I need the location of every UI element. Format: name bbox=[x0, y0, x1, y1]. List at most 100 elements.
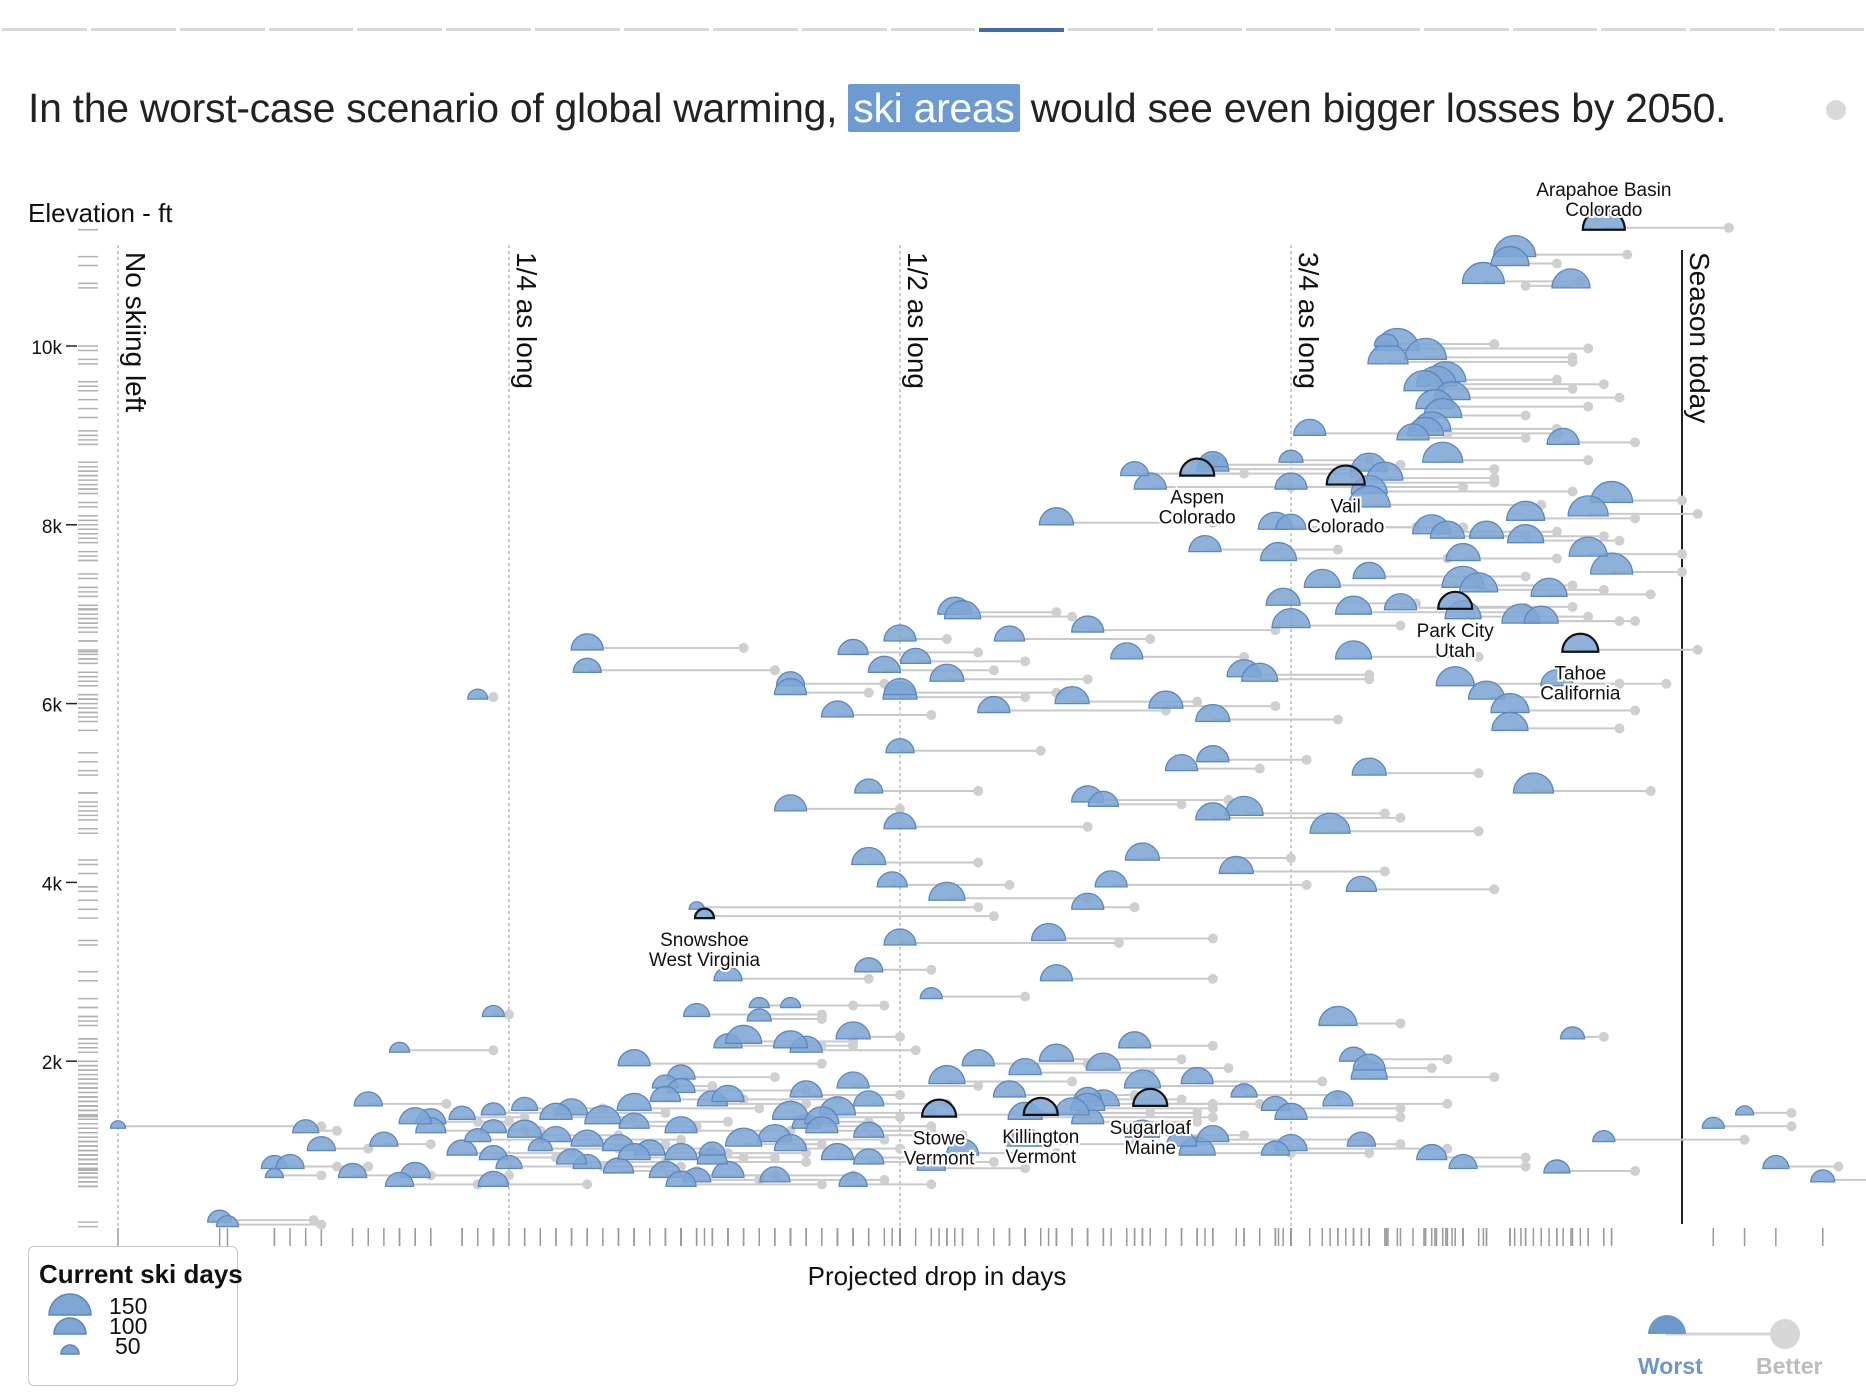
resort-bubble bbox=[1054, 685, 1090, 705]
resort-better-dot bbox=[1583, 455, 1594, 466]
resort-bubble bbox=[919, 987, 943, 1000]
resort-better-dot bbox=[1067, 1076, 1078, 1087]
progress-step[interactable] bbox=[1512, 28, 1598, 31]
resort-bubble bbox=[555, 1148, 588, 1165]
highlighted-resort-bubble[interactable] bbox=[1132, 1087, 1169, 1107]
progress-step[interactable] bbox=[1690, 28, 1776, 31]
resort-better-dot bbox=[1567, 383, 1578, 394]
resort-state-label: Colorado bbox=[1159, 508, 1236, 529]
highlighted-resort-bubble[interactable] bbox=[1561, 632, 1600, 653]
resort-bubble bbox=[664, 1142, 698, 1161]
resort-better-dot bbox=[941, 634, 952, 645]
progress-step[interactable] bbox=[801, 28, 887, 31]
progress-step[interactable] bbox=[890, 28, 976, 31]
resort-bubble bbox=[495, 1154, 523, 1170]
resort-bubble bbox=[724, 1024, 763, 1044]
resort-better-dot bbox=[1567, 356, 1578, 367]
resort-better-dot bbox=[1379, 866, 1390, 877]
legend-shapes bbox=[48, 1293, 92, 1355]
resort-bubble bbox=[1459, 572, 1499, 593]
resort-bubble bbox=[1094, 870, 1128, 888]
legend-shape-150 bbox=[48, 1293, 92, 1316]
resort-bubble bbox=[854, 957, 884, 973]
resort-bubble bbox=[539, 1102, 573, 1120]
resort-bubble bbox=[649, 1085, 682, 1103]
resort-name-label: Tahoe bbox=[1554, 664, 1606, 685]
highlighted-resort-bubble[interactable] bbox=[1325, 464, 1366, 486]
resort-state-label: Vermont bbox=[1005, 1147, 1076, 1168]
highlighted-resort-bubble[interactable] bbox=[693, 907, 716, 920]
highlighted-resort-bubble[interactable] bbox=[1022, 1096, 1059, 1116]
progress-step[interactable] bbox=[1423, 28, 1509, 31]
progress-step[interactable] bbox=[624, 28, 709, 31]
resort-better-dot bbox=[1598, 1031, 1609, 1042]
resort-bubble bbox=[711, 1084, 745, 1103]
resort-better-dot bbox=[1067, 611, 1078, 622]
resort-bubble bbox=[665, 1170, 697, 1188]
resort-name-label: Park City bbox=[1417, 621, 1495, 642]
resort-better-dot bbox=[504, 1009, 514, 1020]
resort-better-dot bbox=[1551, 258, 1562, 269]
resort-better-dot bbox=[1207, 1040, 1218, 1051]
resort-bubble bbox=[477, 1170, 510, 1188]
resort-better-dot bbox=[1645, 589, 1656, 600]
resort-better-dot bbox=[1192, 1116, 1203, 1127]
resort-better-dot bbox=[1254, 763, 1265, 774]
resort-better-dot bbox=[1583, 611, 1594, 622]
resort-better-dot bbox=[1614, 723, 1625, 734]
resort-bubble bbox=[961, 1049, 995, 1067]
progress-step[interactable] bbox=[1246, 28, 1331, 31]
resort-better-dot bbox=[1677, 549, 1687, 560]
resort-bubble bbox=[977, 695, 1011, 714]
x-rug bbox=[117, 1228, 1824, 1246]
highlighted-resort-bubble[interactable] bbox=[920, 1098, 958, 1118]
highlighted-resort-bubble[interactable] bbox=[1179, 457, 1216, 477]
progress-step[interactable] bbox=[179, 28, 265, 31]
progress-step[interactable] bbox=[1068, 28, 1154, 31]
resort-bubble bbox=[570, 1129, 604, 1147]
resort-better-dot bbox=[1520, 1152, 1531, 1163]
resort-bubble bbox=[928, 1064, 966, 1085]
resort-bubble bbox=[481, 1004, 506, 1018]
resort-bubble bbox=[1383, 593, 1418, 611]
resort-bubble bbox=[1490, 692, 1530, 714]
progress-step[interactable] bbox=[535, 28, 620, 31]
progress-step[interactable] bbox=[268, 28, 354, 31]
resort-bubble bbox=[773, 1133, 808, 1152]
resort-bubble bbox=[1512, 772, 1555, 794]
resort-better-dot bbox=[1567, 580, 1578, 591]
resort-bubble bbox=[1762, 1154, 1790, 1170]
resort-bubble bbox=[602, 1157, 635, 1174]
progress-step[interactable] bbox=[1601, 28, 1687, 31]
resort-bubble bbox=[1030, 922, 1067, 942]
resort-better-dot bbox=[1473, 826, 1484, 837]
progress-step[interactable] bbox=[712, 28, 798, 31]
progress-step[interactable] bbox=[446, 28, 532, 31]
resort-better-dot bbox=[1630, 705, 1641, 716]
resort-bubble bbox=[943, 600, 982, 620]
resort-better-dot bbox=[1630, 616, 1641, 627]
progress-step[interactable] bbox=[1334, 28, 1420, 31]
highlighted-resort-bubble[interactable] bbox=[1581, 207, 1626, 231]
progress-step[interactable] bbox=[1779, 28, 1864, 31]
resort-better-dot bbox=[895, 1031, 905, 1042]
y-tick-label: 10k bbox=[31, 338, 62, 359]
resort-bubble bbox=[1448, 1153, 1478, 1170]
progress-step[interactable] bbox=[357, 28, 443, 31]
resort-bubble bbox=[1546, 427, 1580, 445]
resort-better-dot bbox=[1622, 249, 1633, 260]
progress-step[interactable] bbox=[1157, 28, 1242, 31]
worst-bubbles bbox=[109, 207, 1836, 1228]
progress-step[interactable] bbox=[2, 28, 87, 31]
story-progress-bar[interactable] bbox=[0, 26, 1866, 32]
progress-step[interactable] bbox=[979, 28, 1065, 32]
resort-bubble bbox=[616, 1092, 652, 1112]
resort-bubble bbox=[1540, 669, 1574, 687]
resort-bubble bbox=[1117, 1031, 1152, 1049]
progress-step[interactable] bbox=[90, 28, 176, 31]
resort-bubble bbox=[369, 1131, 399, 1147]
resort-better-dot bbox=[1598, 379, 1609, 390]
highlighted-resort-bubble[interactable] bbox=[1437, 590, 1474, 610]
resort-bubble bbox=[1403, 337, 1448, 361]
resort-bubble bbox=[1551, 268, 1591, 289]
